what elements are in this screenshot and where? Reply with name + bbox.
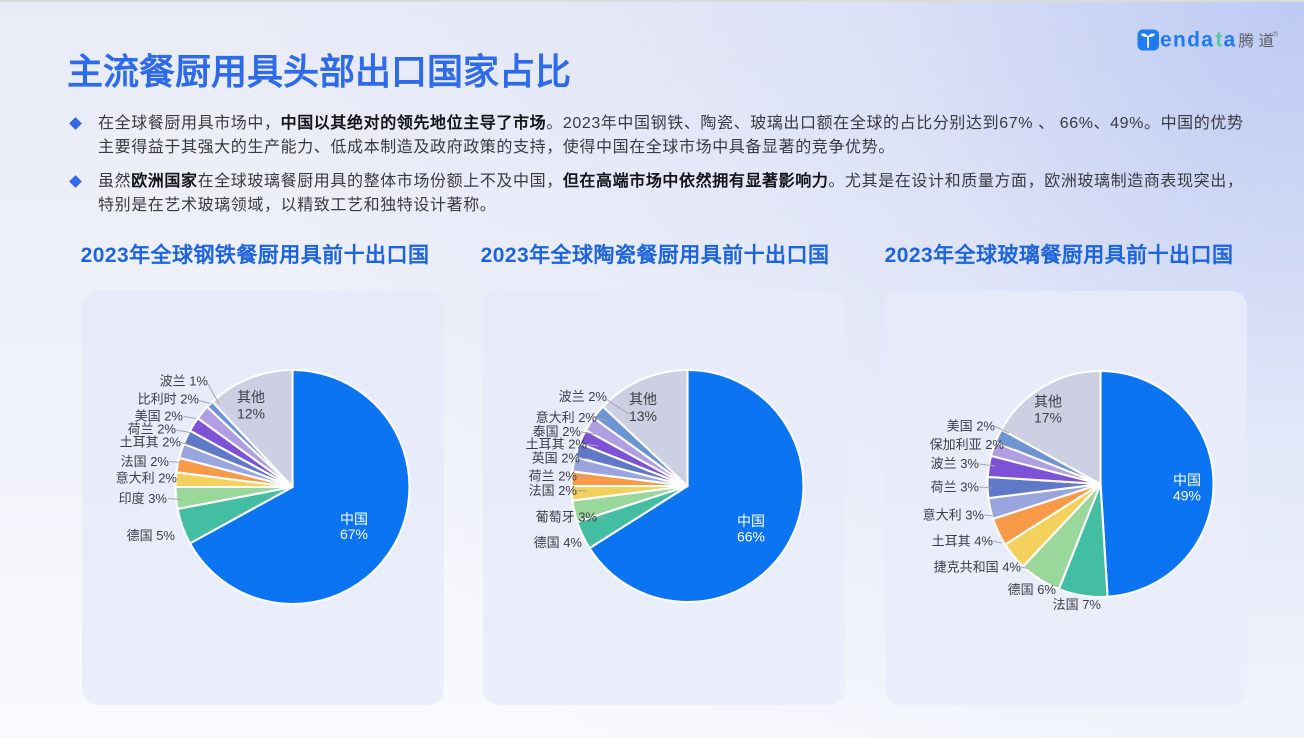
svg-text:荷兰 2%: 荷兰 2% [128, 422, 177, 437]
svg-text:其他: 其他 [237, 389, 265, 405]
svg-text:波兰 3%: 波兰 3% [931, 456, 980, 471]
svg-text:德国 4%: 德国 4% [534, 535, 583, 550]
svg-text:中国: 中国 [1173, 472, 1201, 488]
svg-text:意大利 3%: 意大利 3% [923, 508, 985, 523]
svg-text:意大利 2%: 意大利 2% [536, 410, 598, 425]
svg-text:法国 2%: 法国 2% [529, 483, 578, 498]
svg-text:土耳其 4%: 土耳其 4% [932, 534, 994, 549]
svg-text:印度 3%: 印度 3% [119, 491, 168, 506]
svg-text:法国 7%: 法国 7% [1053, 597, 1102, 612]
svg-text:英国 2%: 英国 2% [532, 451, 581, 466]
svg-text:德国 6%: 德国 6% [1008, 582, 1057, 597]
svg-text:13%: 13% [629, 408, 657, 424]
svg-text:中国: 中国 [340, 511, 368, 527]
svg-text:enda: enda [1160, 29, 1214, 52]
svg-text:波兰 2%: 波兰 2% [559, 389, 608, 404]
svg-text:意大利 2%: 意大利 2% [116, 471, 178, 486]
svg-text:葡萄牙 3%: 葡萄牙 3% [536, 510, 598, 525]
svg-text:荷兰 2%: 荷兰 2% [529, 469, 578, 484]
svg-text:a: a [1224, 29, 1236, 52]
svg-text:保加利亚 2%: 保加利亚 2% [930, 437, 1005, 452]
svg-text:67%: 67% [340, 526, 368, 542]
svg-text:波兰 1%: 波兰 1% [160, 374, 209, 389]
svg-text:美国 2%: 美国 2% [135, 409, 184, 424]
svg-text:®: ® [1273, 30, 1279, 39]
svg-text:法国 2%: 法国 2% [121, 454, 170, 469]
svg-text:12%: 12% [237, 406, 265, 422]
svg-text:泰国 2%: 泰国 2% [533, 424, 582, 439]
svg-text:中国: 中国 [737, 513, 765, 529]
svg-text:其他: 其他 [629, 391, 657, 407]
svg-text:t: t [1216, 29, 1223, 52]
svg-text:土耳其 2%: 土耳其 2% [120, 435, 182, 450]
svg-text:17%: 17% [1034, 410, 1062, 426]
svg-text:66%: 66% [737, 529, 765, 545]
svg-text:比利时 2%: 比利时 2% [138, 392, 200, 407]
svg-text:土耳其 2%: 土耳其 2% [526, 437, 588, 452]
svg-text:49%: 49% [1173, 488, 1201, 504]
svg-text:美国 2%: 美国 2% [947, 419, 996, 434]
svg-text:德国 5%: 德国 5% [127, 528, 176, 543]
svg-text:其他: 其他 [1034, 394, 1062, 410]
svg-text:捷克共和国 4%: 捷克共和国 4% [934, 560, 1022, 575]
svg-text:荷兰 3%: 荷兰 3% [931, 480, 980, 495]
svg-text:腾道: 腾道 [1239, 32, 1279, 50]
